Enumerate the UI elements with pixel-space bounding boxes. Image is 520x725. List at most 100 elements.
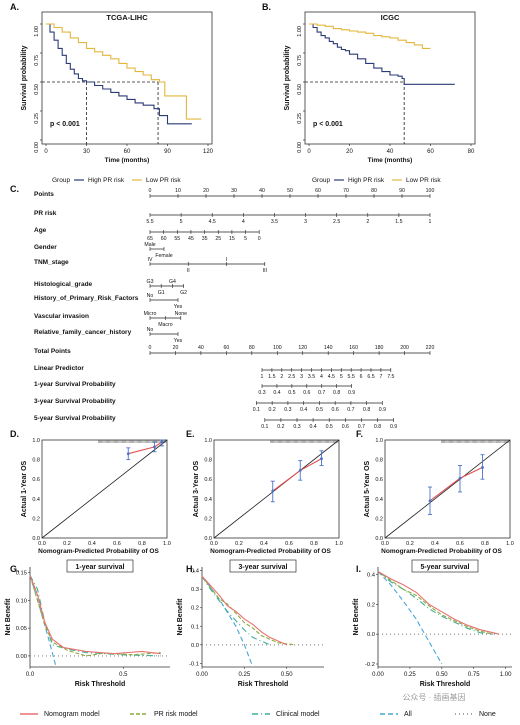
x-tick-label: 0.4 bbox=[431, 541, 439, 547]
title-box bbox=[411, 559, 479, 573]
nomogram-tick-label: No bbox=[147, 293, 154, 299]
y-axis-label: Survival probability bbox=[21, 45, 28, 110]
y-axis-label: Actual 5-Year OS bbox=[364, 460, 371, 517]
nomogram-tick-label: 3.5 bbox=[308, 374, 315, 380]
y-tick-label: 1.00 bbox=[297, 26, 303, 37]
nomogram-tick-label: 7 bbox=[379, 374, 382, 380]
nomogram-label: Linear Predictor bbox=[34, 365, 84, 372]
nomogram-tick-label: 0.5 bbox=[316, 407, 323, 413]
legend-title: Group bbox=[312, 177, 330, 184]
calibration-point bbox=[126, 452, 130, 456]
nomogram-tick-label: Yes bbox=[174, 304, 183, 310]
nomogram-tick-label: 2.5 bbox=[333, 219, 340, 225]
y-tick-label: -0.2 bbox=[365, 662, 375, 668]
x-axis-label: Nomogram-Predicted Probability of OS bbox=[38, 548, 159, 555]
x-tick-label: 0.6 bbox=[285, 541, 293, 547]
y-tick-label: 0.8 bbox=[204, 458, 212, 464]
nomogram-tick-label: 70 bbox=[343, 188, 349, 194]
y-axis-label: Net Benefit bbox=[177, 598, 184, 636]
nomogram-tick-label: Micro bbox=[144, 311, 157, 317]
x-tick-label: 40 bbox=[387, 149, 394, 155]
nomogram-tick-label: 0.4 bbox=[273, 390, 280, 396]
y-axis-label: Net Benefit bbox=[353, 598, 360, 636]
y-tick-label: 0.05 bbox=[16, 626, 27, 632]
nomogram-tick-label: 0.2 bbox=[277, 424, 284, 430]
nomogram-tick-label: 120 bbox=[298, 345, 307, 351]
nomogram-tick-label: 0.2 bbox=[269, 407, 276, 413]
dca-curve-all bbox=[377, 571, 443, 665]
x-tick-label: 0.25 bbox=[404, 672, 416, 678]
nomogram-tick-label: 0.3 bbox=[258, 390, 265, 396]
x-tick-label: 0.5 bbox=[119, 672, 128, 678]
nomogram-tick-label: 0.9 bbox=[348, 390, 355, 396]
chart-title: 3-year survival bbox=[238, 564, 287, 571]
km-curve-high-risk bbox=[309, 23, 455, 85]
nomogram-tick-label: 25 bbox=[215, 236, 221, 242]
nomogram-tick-label: 0.6 bbox=[303, 390, 310, 396]
legend-title: Group bbox=[52, 177, 70, 184]
nomogram-label: Points bbox=[34, 191, 54, 198]
y-tick-label: 0.4 bbox=[375, 497, 383, 503]
calibration-point bbox=[160, 440, 164, 444]
x-tick-label: 120 bbox=[203, 149, 214, 155]
nomogram-tick-label: 60 bbox=[223, 345, 229, 351]
y-tick-label: -0.1 bbox=[189, 661, 199, 667]
nomogram-tick-label: 4.5 bbox=[209, 219, 216, 225]
y-tick-label: 0.1 bbox=[191, 624, 199, 630]
calibration-point bbox=[428, 499, 432, 503]
x-axis-label: Risk Threshold bbox=[75, 681, 126, 688]
nomogram-tick-label: 220 bbox=[426, 345, 435, 351]
x-tick-label: 0.8 bbox=[138, 541, 146, 547]
nomogram-tick-label: 80 bbox=[249, 345, 255, 351]
y-tick-label: 0.10 bbox=[16, 598, 27, 604]
nomogram-tick-label: 0 bbox=[149, 345, 152, 351]
dca-curve-clinical bbox=[29, 575, 161, 657]
y-tick-label: 1.0 bbox=[32, 438, 40, 444]
x-tick-label: 0.00 bbox=[196, 672, 208, 678]
x-tick-label: 0.25 bbox=[239, 672, 251, 678]
y-tick-label: 0.25 bbox=[34, 113, 40, 124]
nomogram-tick-label: 200 bbox=[400, 345, 409, 351]
nomogram-tick-label: II bbox=[187, 268, 190, 274]
panel-letter: I. bbox=[356, 564, 361, 574]
x-axis-label: Time (months) bbox=[105, 157, 150, 164]
watermark: 公众号 · 插画基因 bbox=[402, 692, 465, 702]
x-tick-label: 0 bbox=[44, 149, 48, 155]
y-tick-label: 0.3 bbox=[191, 587, 199, 593]
nomogram-tick-label: 0.4 bbox=[309, 424, 316, 430]
nomogram-tick-label: 1 bbox=[261, 374, 264, 380]
nomogram-tick-label: 0.6 bbox=[332, 407, 339, 413]
nomogram-tick-label: Female bbox=[155, 253, 172, 259]
x-tick-label: 80 bbox=[468, 149, 475, 155]
y-axis-label: Actual 3-Year OS bbox=[193, 460, 200, 517]
x-tick-label: 90 bbox=[164, 149, 171, 155]
nomogram-label: Histological_grade bbox=[34, 281, 93, 288]
nomogram-tick-label: No bbox=[147, 327, 154, 333]
dca-curve-pr bbox=[377, 571, 494, 635]
legend-label-high: High PR risk bbox=[88, 177, 125, 184]
panel-letter: E. bbox=[186, 429, 195, 439]
panel-letter: F. bbox=[356, 429, 363, 439]
y-tick-label: 0.15 bbox=[16, 571, 27, 577]
y-tick-label: 0.50 bbox=[297, 84, 303, 95]
km-curve-high-risk bbox=[46, 23, 192, 125]
nomogram-tick-label: 0.8 bbox=[374, 424, 381, 430]
y-axis-label: Actual 1-Year OS bbox=[21, 460, 28, 517]
nomogram-tick-label: 5.5 bbox=[146, 219, 153, 225]
panel-letter: C. bbox=[10, 184, 19, 194]
x-tick-label: 0.8 bbox=[310, 541, 318, 547]
x-axis-label: Nomogram-Predicted Probability of OS bbox=[381, 548, 502, 555]
nomogram-tick-label: 1.5 bbox=[268, 374, 275, 380]
nomogram-tick-label: 0.8 bbox=[363, 407, 370, 413]
nomogram-tick-label: None bbox=[175, 311, 188, 317]
nomogram-tick-label: 1.5 bbox=[395, 219, 402, 225]
nomogram-tick-label: 5 bbox=[340, 374, 343, 380]
nomogram-tick-label: 160 bbox=[349, 345, 358, 351]
nomogram-tick-label: 65 bbox=[147, 236, 153, 242]
x-tick-label: 0.2 bbox=[63, 541, 71, 547]
nomogram-tick-label: G4 bbox=[169, 279, 176, 285]
nomogram-label: PR risk bbox=[34, 210, 57, 217]
x-tick-label: 0.4 bbox=[88, 541, 96, 547]
ideal-line bbox=[213, 439, 340, 539]
x-tick-label: 0.50 bbox=[436, 672, 448, 678]
